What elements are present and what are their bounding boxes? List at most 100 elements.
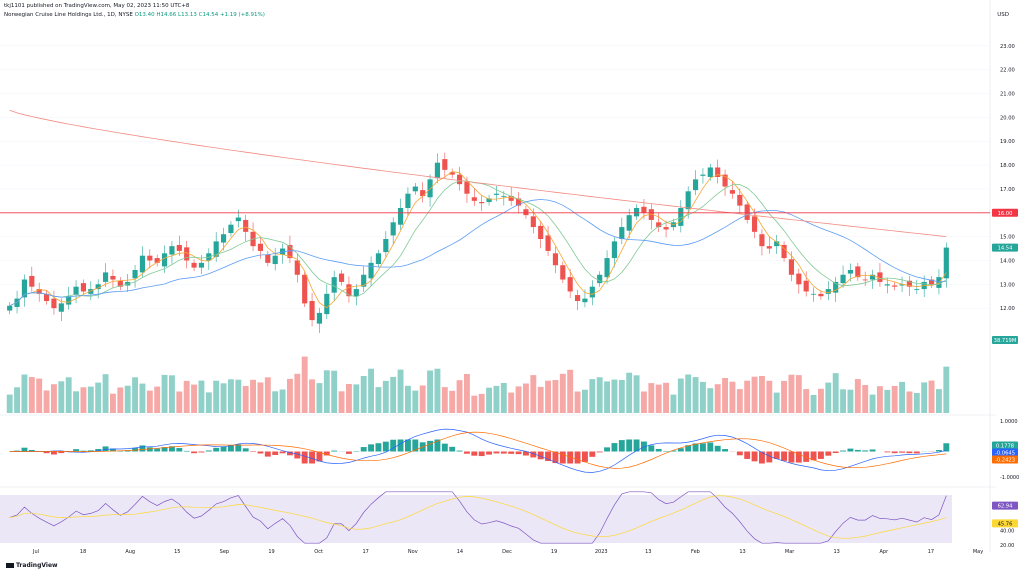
macd-histogram-bar [183,450,190,452]
candle-body [353,289,359,297]
macd-histogram-bar [309,451,316,464]
volume-bar [404,385,411,413]
macd-histogram-bar [685,445,692,452]
macd-histogram-bar [360,447,367,452]
macd-histogram-bar [810,451,817,461]
candle-body [7,305,13,311]
candle-body [102,272,109,282]
macd-histogram-bar [751,451,758,462]
candle-body [493,193,500,195]
candle-body [331,277,337,293]
volume-bar [537,386,544,413]
candle-body [302,274,308,304]
x-tick-label: 13 [645,549,651,555]
volume-bar [692,377,699,413]
rsi-ma-label-tag [992,519,1018,528]
volume-bar [655,384,662,413]
macd-histogram-bar [626,439,633,452]
candle-body [700,174,706,176]
macd-histogram-bar [323,451,330,456]
volume-bar [508,392,515,413]
x-tick-label: 13 [739,549,745,555]
macd-histogram-bar [449,446,456,452]
candle-body [14,298,20,307]
volume-bar [345,384,352,413]
volume-bar [360,376,367,413]
candle-body [759,234,765,247]
y-tick-label: 23.00 [1000,44,1015,50]
candle-body [774,241,780,247]
macd-hist-label-tag [992,441,1018,450]
candle-body [766,246,772,249]
y-tick-label: 18.00 [1000,163,1015,169]
candle-body [21,279,28,298]
rsi-value-label-tag [992,501,1018,510]
x-tick-label: 14 [457,549,463,555]
x-tick-label: 19 [551,549,557,555]
volume-bar [626,372,633,413]
publish-info: tkj1101 published on TradingView.com, Ma… [4,3,190,9]
candle-body [825,289,831,294]
macd-histogram-bar [722,449,729,452]
candle-body [213,241,219,257]
candle-body [36,289,42,294]
macd-histogram-bar [279,451,286,454]
macd-tick-label: 1.0000 [1000,419,1018,425]
macd-histogram-bar [655,448,662,452]
y-tick-label: 15.00 [1000,235,1015,241]
volume-bar [338,391,345,413]
volume-bar [928,380,935,413]
candle-body [434,162,441,179]
x-tick-label: 19 [268,549,274,555]
candle-body [265,254,271,263]
volume-bar [456,380,463,413]
candle-body [692,179,699,191]
y-tick-label: 14.00 [1000,258,1015,264]
x-tick-label: Jul [32,549,39,555]
macd-histogram-bar [390,439,397,452]
macd-histogram-bar [766,451,773,463]
candle-body [397,208,404,225]
volume-bar [21,374,28,413]
macd-histogram-bar [817,451,824,459]
candle-body [464,181,470,194]
candles [7,152,949,333]
volume-bar [891,385,898,413]
x-tick-label: 15 [174,549,180,555]
volume-bar [581,389,588,413]
macd-histogram-bar [58,451,65,454]
macd-histogram-bar [345,451,352,454]
volume-bar [862,385,869,413]
candle-body [737,194,743,206]
candle-body [257,243,264,251]
macd-histogram-bar [854,449,861,452]
candle-body [678,208,684,226]
volume-bar [611,379,618,413]
volume-bar [294,373,301,413]
macd-histogram-bar [714,445,721,452]
candle-body [508,196,514,201]
macd-signal-label-tag [992,455,1018,464]
ema-fast-line [9,171,947,309]
candle-body [198,262,205,268]
rsi-ma-label: 45.76 [998,521,1013,527]
candle-body [287,244,293,259]
volume-bar [943,366,950,413]
volume-bar [559,373,566,413]
macd-histogram-bar [404,439,411,452]
close-price-label-tag [992,243,1018,252]
symbol-title: Norwegian Cruise Line Holdings Ltd., 1D,… [4,12,133,18]
macd-histogram-bar [257,451,264,454]
macd-histogram-bar [368,444,375,452]
candle-body [43,293,50,301]
candle-body [309,301,315,321]
candle-body [456,174,463,185]
volume-bar [124,385,131,413]
volume-bar [213,380,220,413]
candle-body [567,277,573,292]
volume-bar [368,368,375,413]
volume-bar [102,374,109,413]
macd-histogram-bar [640,441,647,452]
volume-bar [604,381,611,413]
